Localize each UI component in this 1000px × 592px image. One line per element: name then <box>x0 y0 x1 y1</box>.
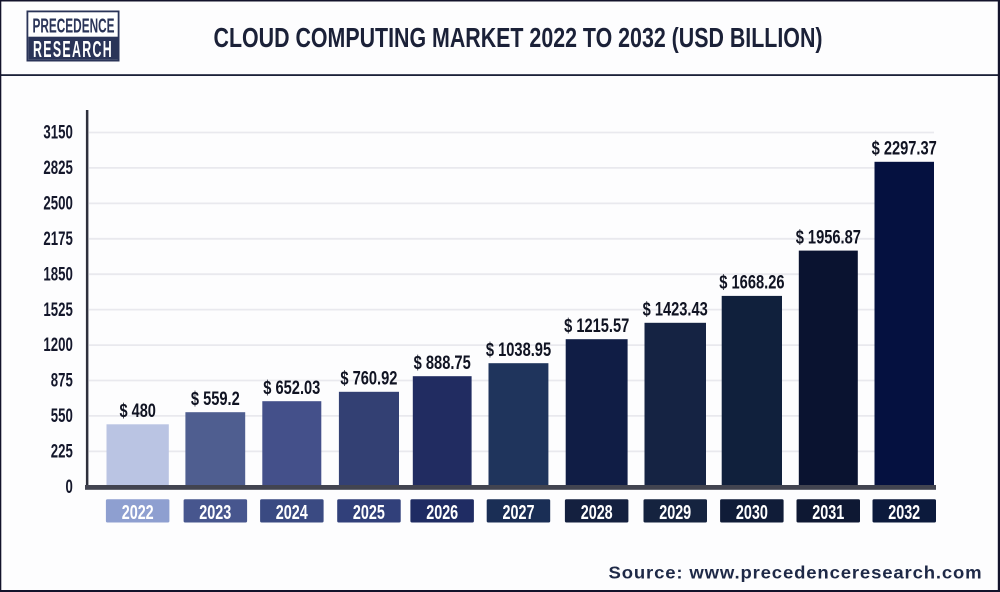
svg-text:$ 1668.26: $ 1668.26 <box>719 272 784 294</box>
svg-text:225: 225 <box>51 442 73 463</box>
svg-text:2023: 2023 <box>199 502 231 524</box>
svg-text:550: 550 <box>51 406 73 427</box>
svg-text:RESEARCH: RESEARCH <box>33 36 113 62</box>
svg-text:2825: 2825 <box>43 158 73 179</box>
svg-text:CLOUD COMPUTING MARKET 2022 TO: CLOUD COMPUTING MARKET 2022 TO 2032 (USD… <box>214 22 823 53</box>
svg-text:2026: 2026 <box>426 502 458 524</box>
svg-text:875: 875 <box>51 371 73 392</box>
svg-text:0: 0 <box>66 477 73 498</box>
svg-text:$ 652.03: $ 652.03 <box>263 377 320 399</box>
svg-text:$ 2297.37: $ 2297.37 <box>872 138 937 160</box>
svg-text:Source: www.precedenceresearch: Source: www.precedenceresearch.com <box>609 562 983 582</box>
svg-text:PRECEDENCE: PRECEDENCE <box>33 14 115 37</box>
svg-text:$ 559.2: $ 559.2 <box>191 388 240 410</box>
svg-text:2027: 2027 <box>503 502 535 524</box>
svg-text:2030: 2030 <box>736 502 768 524</box>
svg-text:$ 1038.95: $ 1038.95 <box>486 339 551 361</box>
svg-text:1200: 1200 <box>43 335 72 356</box>
svg-text:2500: 2500 <box>43 194 72 215</box>
svg-text:2025: 2025 <box>353 502 385 524</box>
svg-text:2024: 2024 <box>276 502 309 524</box>
svg-text:$ 1215.57: $ 1215.57 <box>564 315 629 337</box>
svg-text:2028: 2028 <box>581 502 613 524</box>
svg-text:$ 1956.87: $ 1956.87 <box>796 226 861 248</box>
svg-text:$ 1423.43: $ 1423.43 <box>643 299 708 321</box>
svg-text:3150: 3150 <box>43 123 72 144</box>
svg-text:2022: 2022 <box>122 502 154 524</box>
svg-text:2031: 2031 <box>812 502 844 524</box>
svg-text:2175: 2175 <box>43 229 73 250</box>
svg-text:$ 760.92: $ 760.92 <box>340 368 397 390</box>
svg-text:2029: 2029 <box>659 502 691 524</box>
svg-text:2032: 2032 <box>888 502 920 524</box>
svg-text:1850: 1850 <box>43 264 72 285</box>
svg-text:$ 888.75: $ 888.75 <box>414 352 471 374</box>
svg-text:$ 480: $ 480 <box>120 400 156 422</box>
svg-text:1525: 1525 <box>43 300 73 321</box>
